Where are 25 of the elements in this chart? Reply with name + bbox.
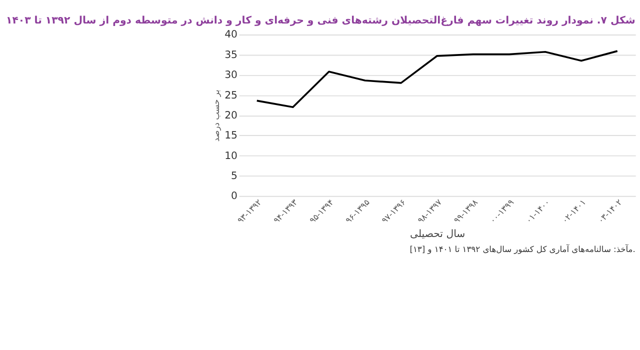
x-tick-label: ۰۱-۱۴۰۰ xyxy=(524,197,552,226)
text: مآخذ: سالنامه‌های آماری کل کشور سال‌های ۱۳۹۲ تا ۱۴۰۱ و [۱۳]. xyxy=(410,244,636,256)
x-axis-title: سال تحصیلی xyxy=(410,229,466,240)
x-tick-label: ۹۹-۱۳۹۸ xyxy=(452,196,480,226)
x-tick-label: ۹۴-۱۳۹۳ xyxy=(271,196,300,226)
y-tick-label: 40 xyxy=(224,30,238,41)
x-tick-label: ۹۵-۱۳۹۴ xyxy=(307,197,336,226)
y-tick-label: 10 xyxy=(224,150,238,162)
x-tick-label: ۹۳-۱۳۹۲ xyxy=(235,196,264,226)
y-tick-label: 5 xyxy=(231,170,238,182)
y-tick-label: 20 xyxy=(224,110,238,122)
y-tick-label: 35 xyxy=(224,50,238,61)
line-series xyxy=(256,50,618,108)
y-tick-label: 30 xyxy=(224,70,238,82)
x-tick-label: ۹۷-۱۳۹۶ xyxy=(379,197,408,226)
x-tick-label: ۹۸-۱۳۹۷ xyxy=(415,196,444,226)
x-tick-label: ۰۰-۱۳۹۹ xyxy=(488,196,516,226)
y-axis-title: بر حسب درصد xyxy=(211,90,222,142)
y-tick-label: 15 xyxy=(224,130,238,142)
x-tick-label: ۹۶-۱۳۹۵ xyxy=(343,196,372,226)
chart-title: شکل ۷. نمودار روند تغییرات سهم فارغ‌التحصیلان رشته‌های فنی و حرفه‌ای و کار و دانش در متوسطه دوم از سال ۱۳۹۲ تا ۱۴۰۳ xyxy=(6,15,636,26)
y-tick-label: 0 xyxy=(231,191,238,202)
x-tick-label: ۰۳-۱۴۰۲ xyxy=(596,196,624,226)
y-tick-label: 25 xyxy=(224,90,238,102)
x-tick-label: ۰۲-۱۴۰۱ xyxy=(560,197,588,226)
